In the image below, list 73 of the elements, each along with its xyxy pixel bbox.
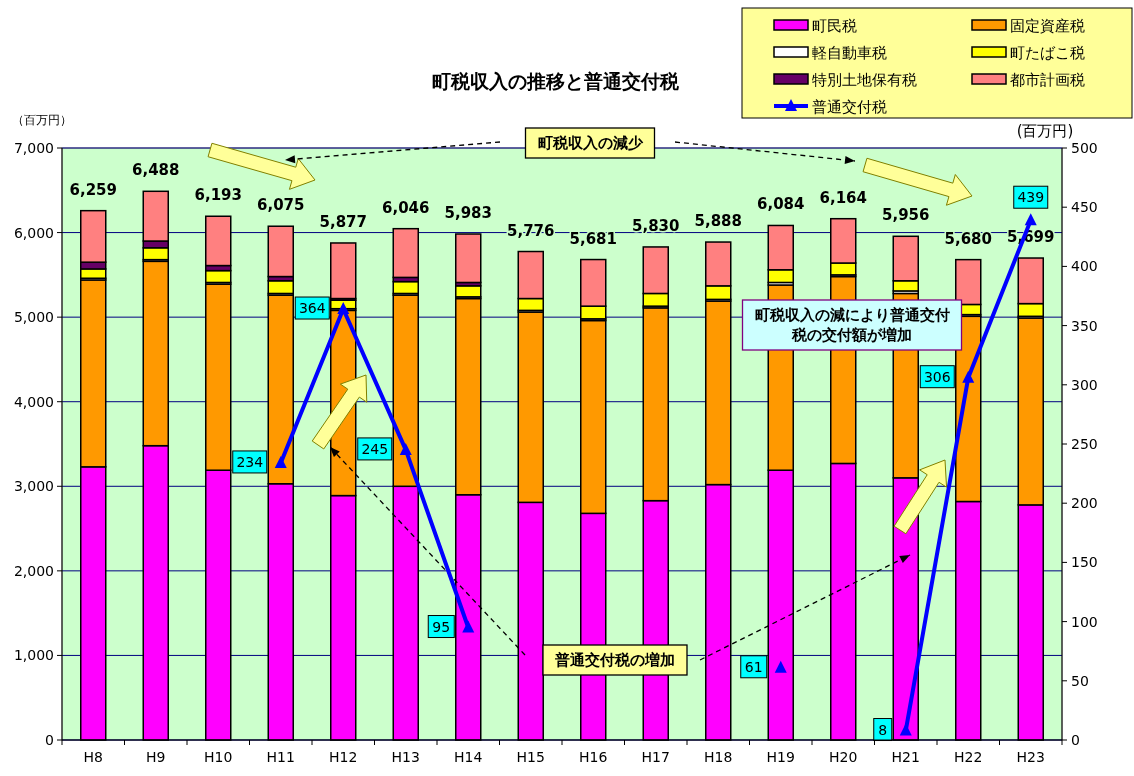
y2-tick-label: 200 xyxy=(1071,495,1098,512)
total-label: 6,084 xyxy=(757,195,805,214)
legend-label: 固定資産税 xyxy=(1010,17,1085,35)
annotation: 普通交付税の増加 xyxy=(554,651,675,669)
y2-tick-label: 400 xyxy=(1071,258,1098,275)
total-label: 6,193 xyxy=(194,186,242,205)
x-tick-label: H8 xyxy=(83,749,103,765)
legend-label: 軽自動車税 xyxy=(812,44,887,62)
x-tick-label: H10 xyxy=(204,749,233,765)
x-tick-label: H21 xyxy=(891,749,920,765)
x-tick-label: H19 xyxy=(766,749,795,765)
x-tick-label: H13 xyxy=(391,749,420,765)
total-label: 6,259 xyxy=(69,180,117,199)
y-tick-label: 2,000 xyxy=(13,562,54,579)
total-label: 5,877 xyxy=(319,212,367,231)
legend-label: 町たばこ税 xyxy=(1010,44,1085,62)
total-label: 5,983 xyxy=(444,204,492,223)
y-tick-label: 4,000 xyxy=(13,393,54,410)
y2-axis-title: (百万円) xyxy=(1016,122,1074,140)
x-tick-label: H20 xyxy=(829,749,858,765)
y2-tick-label: 100 xyxy=(1071,613,1098,630)
data-label: 61 xyxy=(744,658,763,675)
x-tick-label: H9 xyxy=(146,749,166,765)
legend-label: 普通交付税 xyxy=(812,98,887,116)
chart-title: 町税収入の推移と普通交付税 xyxy=(431,70,680,92)
x-tick-label: H17 xyxy=(641,749,670,765)
legend-label: 特別土地保有税 xyxy=(812,71,917,89)
x-tick-label: H18 xyxy=(704,749,733,765)
total-label: 6,075 xyxy=(257,196,305,215)
x-tick-label: H11 xyxy=(266,749,295,765)
total-label: 6,046 xyxy=(382,198,430,217)
x-tick-label: H22 xyxy=(954,749,983,765)
annotation: 町税収入の減少 xyxy=(524,127,656,159)
y2-tick-label: 300 xyxy=(1071,376,1098,393)
x-tick-label: H16 xyxy=(579,749,608,765)
data-label: 95 xyxy=(432,618,451,635)
total-label: 5,830 xyxy=(632,216,680,235)
y2-tick-label: 50 xyxy=(1071,672,1089,689)
legend-label: 町民税 xyxy=(812,17,857,35)
y-tick-label: 7,000 xyxy=(13,140,54,156)
y-tick-label: 0 xyxy=(45,732,54,748)
annotation: 町税収入の減により普通交付税の交付額が増加 xyxy=(741,299,963,351)
annotation: 町税収入の減により普通交付税の交付額が増加 xyxy=(754,306,950,344)
total-label: 5,956 xyxy=(882,206,930,225)
x-tick-label: H15 xyxy=(516,749,545,765)
y2-tick-label: 350 xyxy=(1071,317,1098,334)
x-tick-label: H23 xyxy=(1016,749,1045,765)
data-label: 245 xyxy=(361,440,389,457)
y2-tick-label: 0 xyxy=(1071,732,1080,748)
data-label: 234 xyxy=(236,453,264,470)
y-axis-title: （百万円） xyxy=(12,113,72,127)
annotation: 普通交付税の増加 xyxy=(542,644,688,676)
data-label: 8 xyxy=(878,721,888,738)
y-tick-label: 6,000 xyxy=(13,224,54,241)
y-tick-label: 5,000 xyxy=(13,309,54,326)
total-label: 5,888 xyxy=(694,212,742,231)
y-tick-label: 1,000 xyxy=(13,647,54,664)
x-tick-label: H12 xyxy=(329,749,358,765)
data-label: 439 xyxy=(1017,189,1045,206)
y2-tick-label: 500 xyxy=(1071,140,1098,156)
annotation: 町税収入の減少 xyxy=(537,134,644,152)
legend-label: 都市計画税 xyxy=(1010,71,1085,89)
data-label: 306 xyxy=(923,368,951,385)
y2-tick-label: 450 xyxy=(1071,199,1098,216)
x-tick-label: H14 xyxy=(454,749,483,765)
y2-tick-label: 250 xyxy=(1071,436,1098,452)
total-label: 6,488 xyxy=(132,161,180,180)
total-label: 6,164 xyxy=(819,188,867,207)
data-label: 364 xyxy=(298,300,326,317)
total-label: 5,680 xyxy=(944,229,992,248)
y-tick-label: 3,000 xyxy=(13,478,54,495)
y2-tick-label: 150 xyxy=(1071,554,1098,571)
total-label: 5,681 xyxy=(569,229,617,248)
